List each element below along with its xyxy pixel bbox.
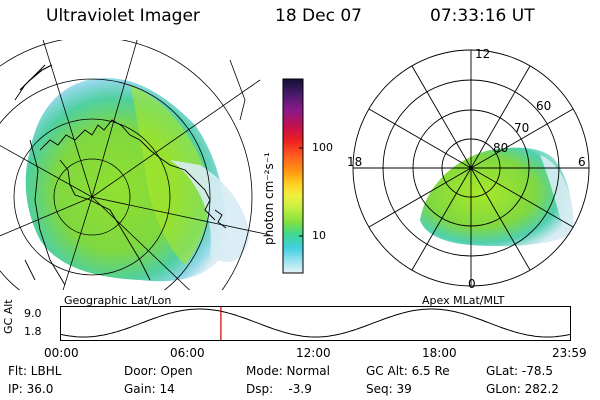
aurora-oval (420, 147, 572, 247)
colorbar-tick-100: 100 (312, 141, 333, 154)
left-panel-caption: Geographic Lat/Lon (64, 294, 172, 307)
altitude-timeline (60, 306, 571, 341)
mlt-label-12: 12 (475, 47, 490, 61)
mlt-label-6: 6 (578, 155, 586, 169)
right-panel-caption: Apex MLat/MLT (422, 294, 505, 307)
mlat-label-70: 70 (514, 121, 529, 135)
glat-status: GLat: -78.5 (486, 364, 553, 378)
timeline-xtick-0600: 06:00 (170, 346, 205, 360)
geographic-map (0, 40, 270, 290)
timeline-xtick-1800: 18:00 (422, 346, 457, 360)
time-label: 07:33:16 UT (430, 6, 535, 26)
dsp-status: Dsp: -3.9 (246, 382, 312, 396)
colorbar (282, 78, 304, 274)
timeline-ytick-low: 1.8 (24, 325, 42, 338)
seq-status: Seq: 39 (366, 382, 412, 396)
mlt-label-0: 0 (468, 277, 476, 291)
mlat-label-60: 60 (536, 99, 551, 113)
polar-plot: 12 18 6 0 60 70 80 (347, 47, 590, 291)
door-status: Door: Open (124, 364, 193, 378)
timeline-xtick-2359: 23:59 (552, 346, 587, 360)
glon-status: GLon: 282.2 (486, 382, 559, 396)
timeline-xtick-0000: 00:00 (44, 346, 79, 360)
timeline-ylabel: GC Alt (2, 299, 15, 334)
flt-status: Flt: LBHL (8, 364, 62, 378)
colorbar-tick-10: 10 (312, 229, 326, 242)
colorbar-unit-label: photon cm⁻²s⁻¹ (262, 152, 276, 245)
timeline-ytick-high: 9.0 (24, 307, 42, 320)
gain-status: Gain: 14 (124, 382, 175, 396)
timeline-xtick-1200: 12:00 (296, 346, 331, 360)
mlt-label-18: 18 (347, 155, 362, 169)
gc-alt-status: GC Alt: 6.5 Re (366, 364, 450, 378)
mlat-label-80: 80 (493, 141, 508, 155)
date-label: 18 Dec 07 (275, 6, 362, 26)
instrument-title: Ultraviolet Imager (46, 6, 200, 26)
mode-status: Mode: Normal (246, 364, 330, 378)
ip-status: IP: 36.0 (8, 382, 54, 396)
